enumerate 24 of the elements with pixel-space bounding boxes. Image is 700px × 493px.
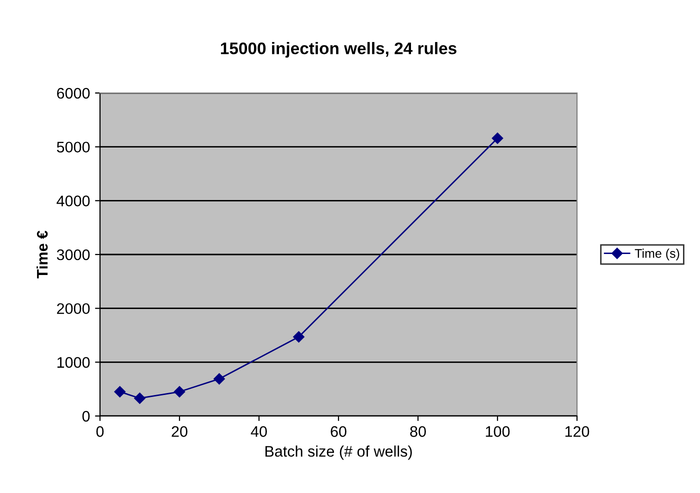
x-axis-title: Batch size (# of wells) (265, 446, 412, 460)
x-tick-label: 40 (250, 426, 267, 437)
y-tick-label: 1000 (57, 357, 90, 368)
y-tick-label: 0 (82, 410, 90, 422)
point (134, 392, 146, 404)
x-tick-label: 80 (410, 426, 426, 437)
point (174, 386, 186, 398)
point (492, 132, 504, 144)
x-tick-label: 120 (565, 426, 590, 437)
y-tick-label: 4000 (56, 196, 90, 206)
x-tick-label: 0 (96, 426, 104, 437)
point (214, 373, 225, 384)
y-tick-label: 2000 (57, 303, 90, 314)
y-tick-label: 3000 (56, 249, 90, 260)
x-tick-label: 60 (330, 426, 346, 437)
chart-title: 15000 injection wells, 24 rules (220, 42, 456, 58)
y-tick-label: 6000 (57, 88, 90, 99)
x-tick-label: 100 (486, 426, 510, 437)
legend-label: Time (s) (634, 248, 680, 260)
point (114, 386, 126, 398)
point (293, 331, 304, 342)
x-tick-label: 20 (172, 426, 188, 437)
y-axis-title: Time € (36, 230, 48, 278)
y-tick-label: 5000 (56, 142, 90, 153)
